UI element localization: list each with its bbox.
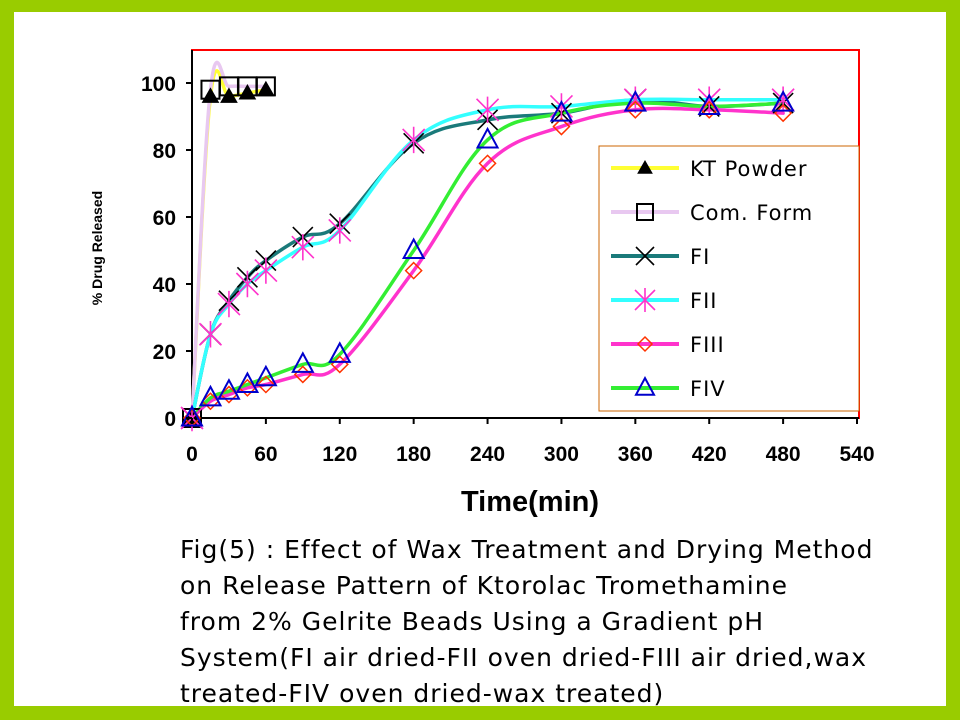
- data-point-fii: [402, 126, 426, 154]
- y-tick-label: 100: [141, 73, 176, 96]
- caption-line-1: Fig(5) : Effect of Wax Treatment and Dry…: [180, 535, 874, 564]
- data-point-kt-powder: [201, 87, 220, 103]
- data-point-kt-powder: [257, 80, 275, 97]
- data-point-fiii: [256, 375, 275, 394]
- figure-caption: Fig(5) : Effect of Wax Treatment and Dry…: [180, 532, 940, 712]
- data-point-fiv: [217, 378, 241, 400]
- y-tick-label: 60: [153, 207, 176, 230]
- x-tick-label: 0: [186, 443, 198, 466]
- figure-panel: 0 60 120 180 240 300 360 420 480 540 0 20 40 60 80 100 …: [14, 12, 946, 708]
- caption-line-4: System(FI air dried-FII oven dried-FIII …: [180, 643, 868, 672]
- data-point-fiv: [180, 404, 204, 427]
- x-tick-label: 360: [618, 443, 653, 466]
- data-point-fii: [254, 257, 278, 284]
- x-tick-label: 240: [470, 443, 505, 466]
- legend-box: [598, 145, 860, 412]
- data-point-fii: [475, 96, 500, 123]
- data-point-fii: [291, 233, 315, 261]
- data-point-fiv: [623, 89, 648, 112]
- data-point-fiii: [626, 100, 645, 119]
- data-point-fiv: [475, 126, 500, 149]
- caption-line-5: treated-FIV oven dried-wax treated): [180, 679, 665, 708]
- chart: 0 60 120 180 240 300 360 420 480 540020406080100 …: [89, 49, 875, 518]
- x-tick-label: 420: [692, 443, 727, 466]
- legend-marker-fi: [635, 246, 655, 266]
- legend-label-fii: FII: [690, 289, 717, 313]
- data-point-fiv: [697, 93, 721, 115]
- legend-marker-fiii: [636, 335, 654, 353]
- data-point-fii: [217, 290, 241, 318]
- x-tick-label: 120: [322, 443, 357, 466]
- legend-marker-com-form: [636, 203, 654, 221]
- x-tick-label: 180: [396, 443, 431, 466]
- y-axis-label: % Drug Released: [89, 191, 105, 305]
- legend-marker-fiv: [634, 375, 656, 396]
- caption-line-2: on Release Pattern of Ktorolac Trometham…: [180, 571, 788, 600]
- x-tick-label: 60: [254, 443, 277, 466]
- legend-label-fiii: FIII: [690, 333, 725, 357]
- data-point-fiv: [291, 351, 315, 373]
- data-point-fii: [198, 321, 223, 348]
- data-point-fiv: [198, 384, 223, 407]
- data-point-fiv: [549, 100, 574, 122]
- legend-label-kt-powder: KT Powder: [690, 157, 807, 181]
- y-tick-label: 20: [153, 341, 176, 364]
- legend-label-com-form: Com. Form: [690, 201, 813, 225]
- data-point-fiv: [254, 364, 278, 387]
- data-point-fiv: [235, 371, 260, 393]
- data-point-fiii: [478, 154, 497, 173]
- data-point-fii: [235, 270, 259, 298]
- x-tick-label: 300: [544, 443, 579, 466]
- legend-marker-kt-powder: [637, 159, 653, 174]
- data-point-fiv: [401, 237, 426, 259]
- legend-label-fiv: FIV: [690, 377, 726, 401]
- data-point-fiii: [552, 117, 571, 136]
- y-tick-label: 80: [153, 140, 176, 163]
- data-point-fii: [328, 217, 352, 244]
- data-point-com-form: [255, 76, 276, 97]
- data-point-fiv: [771, 89, 795, 112]
- legend-marker-fii: [634, 288, 656, 312]
- data-point-fiv: [328, 341, 352, 363]
- caption-line-3: from 2% Gelrite Beads Using a Gradient p…: [180, 607, 765, 636]
- y-tick-label: 40: [153, 274, 176, 297]
- x-tick-label: 540: [839, 443, 874, 466]
- y-tick-label: 0: [164, 408, 176, 431]
- data-point-fiii: [404, 261, 423, 280]
- x-tick-label: 480: [766, 443, 801, 466]
- x-axis-label: Time(min): [461, 486, 599, 518]
- legend-label-fi: FI: [690, 245, 710, 269]
